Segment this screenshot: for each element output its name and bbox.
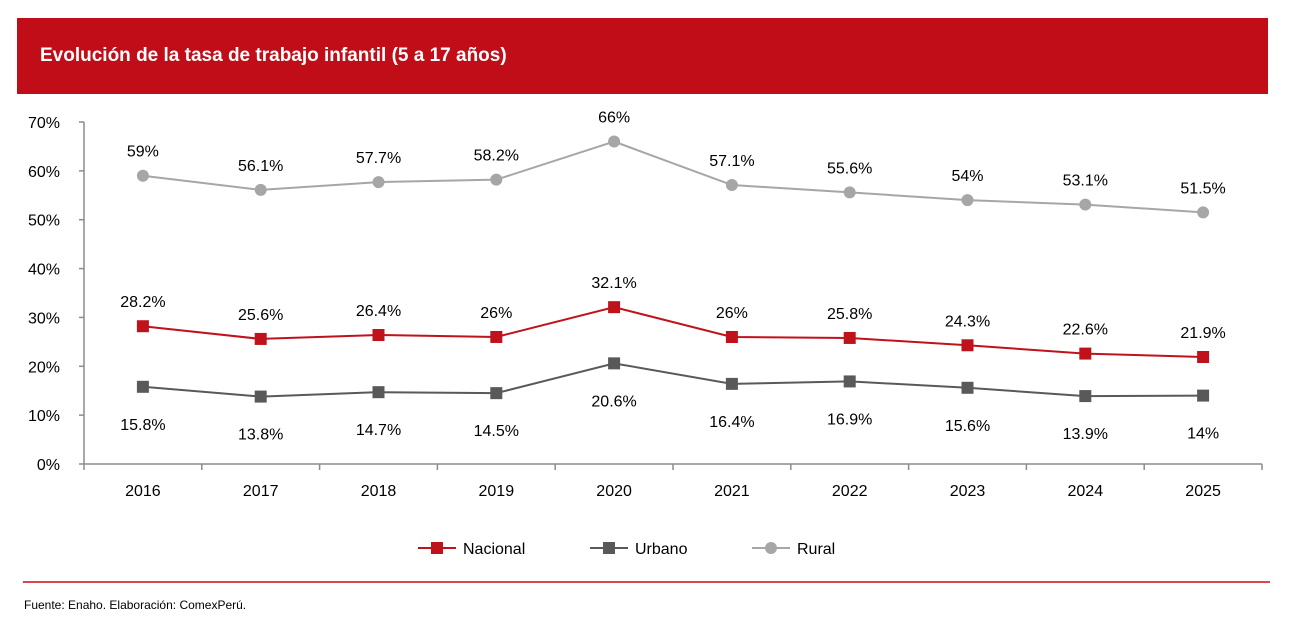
x-tick-label: 2025 bbox=[1185, 483, 1221, 500]
rural-marker bbox=[136, 169, 149, 182]
y-tick-label: 40% bbox=[28, 262, 60, 279]
rural-data-label: 56.1% bbox=[238, 158, 283, 175]
urbano-marker bbox=[372, 386, 385, 399]
x-tick-label: 2022 bbox=[832, 483, 868, 500]
rural-data-label: 59% bbox=[127, 144, 159, 161]
x-tick-label: 2020 bbox=[596, 483, 632, 500]
rural-line bbox=[142, 140, 1204, 214]
y-tick-label: 70% bbox=[28, 115, 60, 132]
urbano-data-label: 14.5% bbox=[474, 423, 519, 440]
nacional-data-label: 32.1% bbox=[591, 275, 636, 292]
urbano-data-label: 13.8% bbox=[238, 427, 283, 444]
footer-divider bbox=[23, 581, 1270, 583]
x-tick-label: 2021 bbox=[714, 483, 750, 500]
x-tick-label: 2019 bbox=[479, 483, 515, 500]
rural-marker bbox=[725, 179, 738, 192]
rural-marker bbox=[961, 194, 974, 207]
y-tick-label: 10% bbox=[28, 408, 60, 425]
chart-title: Evolución de la tasa de trabajo infantil… bbox=[40, 45, 507, 66]
rural-marker bbox=[1079, 198, 1092, 211]
urbano-marker bbox=[961, 381, 974, 394]
x-tick-label: 2024 bbox=[1068, 483, 1104, 500]
urbano-marker bbox=[608, 357, 621, 370]
urbano-marker bbox=[1197, 389, 1210, 402]
nacional-data-label: 25.8% bbox=[827, 306, 872, 323]
rural-data-label: 57.1% bbox=[709, 153, 754, 170]
nacional-line bbox=[142, 306, 1204, 359]
nacional-data-label: 28.2% bbox=[120, 294, 165, 311]
rural-data-label: 54% bbox=[951, 168, 983, 185]
urbano-marker bbox=[136, 380, 149, 393]
legend-nacional-marker bbox=[431, 542, 443, 554]
urbano-marker bbox=[843, 375, 856, 388]
legend-urbano-marker bbox=[603, 542, 615, 554]
x-tick-label: 2017 bbox=[243, 483, 279, 500]
nacional-marker bbox=[254, 332, 267, 345]
y-tick-label: 0% bbox=[37, 457, 60, 474]
nacional-marker bbox=[725, 330, 738, 343]
x-tick-label: 2023 bbox=[950, 483, 986, 500]
nacional-marker bbox=[843, 331, 856, 344]
nacional-marker bbox=[136, 320, 149, 333]
nacional-marker bbox=[372, 329, 385, 342]
x-tick-label: 2016 bbox=[125, 483, 161, 500]
nacional-data-label: 25.6% bbox=[238, 307, 283, 324]
nacional-data-label: 21.9% bbox=[1180, 325, 1225, 342]
urbano-marker bbox=[490, 387, 503, 400]
urbano-data-label: 16.9% bbox=[827, 411, 872, 428]
rural-marker bbox=[490, 173, 503, 186]
urbano-data-label: 14.7% bbox=[356, 422, 401, 439]
rural-data-label: 58.2% bbox=[474, 148, 519, 165]
urbano-marker bbox=[1079, 390, 1092, 403]
nacional-data-label: 26% bbox=[716, 305, 748, 322]
rural-marker bbox=[608, 135, 621, 148]
rural-data-label: 53.1% bbox=[1063, 173, 1108, 190]
rural-marker bbox=[843, 186, 856, 199]
legend-urbano-label: Urbano bbox=[635, 541, 688, 558]
rural-data-label: 66% bbox=[598, 110, 630, 127]
nacional-data-label: 26% bbox=[480, 305, 512, 322]
legend-rural-marker bbox=[765, 542, 777, 554]
chart-header: Evolución de la tasa de trabajo infantil… bbox=[17, 18, 1268, 94]
nacional-marker bbox=[490, 330, 503, 343]
nacional-marker bbox=[1197, 351, 1210, 364]
urbano-data-label: 20.6% bbox=[591, 393, 636, 410]
urbano-marker bbox=[725, 377, 738, 390]
legend-rural-label: Rural bbox=[797, 541, 835, 558]
x-tick-label: 2018 bbox=[361, 483, 397, 500]
rural-data-label: 57.7% bbox=[356, 150, 401, 167]
nacional-data-label: 24.3% bbox=[945, 313, 990, 330]
nacional-marker bbox=[1079, 347, 1092, 360]
urbano-data-label: 13.9% bbox=[1063, 426, 1108, 443]
nacional-data-label: 26.4% bbox=[356, 303, 401, 320]
urbano-data-label: 14% bbox=[1187, 426, 1219, 443]
rural-data-label: 51.5% bbox=[1180, 180, 1225, 197]
rural-marker bbox=[1197, 206, 1210, 219]
urbano-data-label: 15.6% bbox=[945, 418, 990, 435]
legend-nacional-label: Nacional bbox=[463, 541, 525, 558]
urbano-data-label: 16.4% bbox=[709, 414, 754, 431]
nacional-marker bbox=[608, 301, 621, 314]
urbano-data-label: 15.8% bbox=[120, 417, 165, 434]
y-tick-label: 60% bbox=[28, 164, 60, 181]
y-tick-label: 30% bbox=[28, 310, 60, 327]
source-note: Fuente: Enaho. Elaboración: ComexPerú. bbox=[24, 598, 247, 612]
urbano-line bbox=[142, 362, 1204, 398]
nacional-data-label: 22.6% bbox=[1063, 322, 1108, 339]
urbano-marker bbox=[254, 390, 267, 403]
rural-marker bbox=[372, 176, 385, 189]
nacional-marker bbox=[961, 339, 974, 352]
y-tick-label: 50% bbox=[28, 213, 60, 230]
rural-data-label: 55.6% bbox=[827, 160, 872, 177]
y-tick-label: 20% bbox=[28, 359, 60, 376]
rural-marker bbox=[254, 183, 267, 196]
